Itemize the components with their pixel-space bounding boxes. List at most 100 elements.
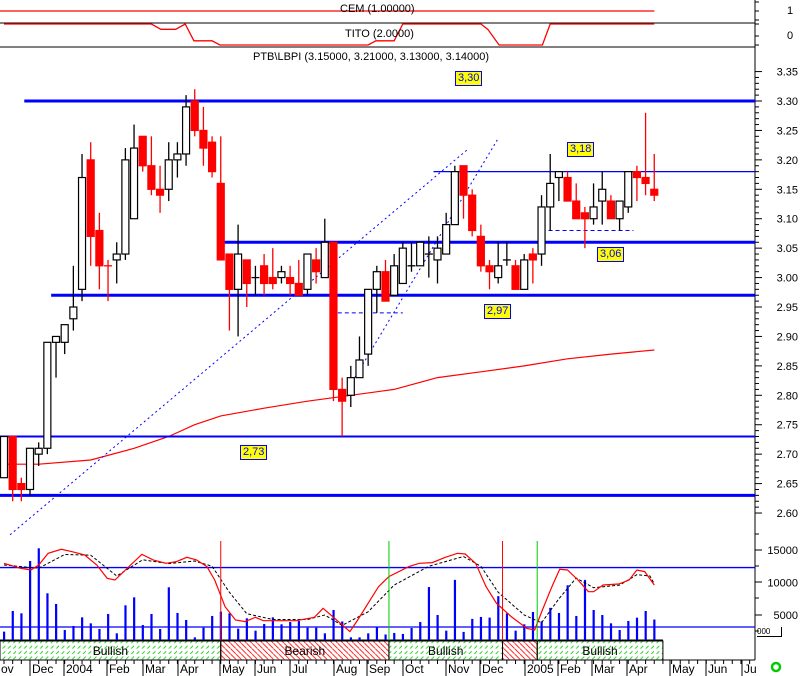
volume-bar xyxy=(55,603,58,640)
candle-body xyxy=(450,171,459,226)
volume-bar xyxy=(653,619,656,640)
volume-bar xyxy=(609,623,613,640)
price-tick-label: 2.60 xyxy=(777,508,798,520)
candle-body xyxy=(129,147,139,220)
volume-bar xyxy=(72,625,75,640)
candle xyxy=(77,153,87,302)
x-axis-label: Mar xyxy=(145,662,166,676)
price-title: PTB\LBPI (3.15000, 3.21000, 3.13000, 3.1… xyxy=(253,51,490,63)
candle xyxy=(641,112,650,196)
candle-body xyxy=(260,265,269,285)
price-tick-label: 2.75 xyxy=(777,420,798,432)
candle xyxy=(173,142,182,178)
volume-bar xyxy=(479,616,483,640)
volume-bar xyxy=(167,587,170,640)
volume-bar xyxy=(289,622,292,640)
candle xyxy=(381,259,390,302)
candle-body xyxy=(164,159,173,190)
volume-bar xyxy=(367,633,370,640)
x-axis-label: Feb xyxy=(109,662,130,676)
price-tick-label: 3.35 xyxy=(777,67,798,79)
candle xyxy=(624,171,633,213)
candle-body xyxy=(528,253,537,261)
x-axis-label: Dec xyxy=(482,662,503,676)
candle xyxy=(424,236,433,278)
trend-line xyxy=(341,139,498,400)
price-tick-label: 3.30 xyxy=(777,96,798,108)
candle-body xyxy=(242,259,251,285)
candle-body xyxy=(554,171,563,179)
candle-body xyxy=(589,206,598,220)
volume-bar xyxy=(540,621,543,640)
candle-body xyxy=(155,188,165,196)
volume-bar xyxy=(81,617,84,640)
candle xyxy=(181,95,191,166)
candle-body xyxy=(624,171,633,208)
candle-body xyxy=(598,188,607,202)
volume-bar xyxy=(445,630,448,640)
volume-tick-label: 10000 xyxy=(767,578,798,590)
volume-bar xyxy=(583,579,587,640)
volume-tick-label: 5000 xyxy=(774,610,798,622)
volume-bar xyxy=(427,587,431,640)
volume-bar xyxy=(271,617,274,640)
volume-bar xyxy=(280,624,283,640)
x-axis-label: 2005 xyxy=(527,662,554,676)
candle xyxy=(8,435,17,502)
candle-body xyxy=(43,341,52,449)
candle xyxy=(346,365,355,408)
candle-body xyxy=(286,276,295,285)
volume-bar xyxy=(453,579,457,640)
volume-bar xyxy=(644,610,647,640)
price-tick-label: 3.15 xyxy=(777,184,798,196)
candle xyxy=(398,242,407,285)
candle xyxy=(233,224,243,337)
price-tick-label: 3.05 xyxy=(777,243,798,255)
candle xyxy=(312,248,321,284)
volume-bar xyxy=(401,633,405,640)
candle xyxy=(580,206,589,249)
volume-signal-line xyxy=(3,553,655,626)
candle-body xyxy=(485,265,494,273)
volume-bar xyxy=(185,620,188,640)
candle xyxy=(563,171,572,202)
volume-bar xyxy=(159,628,162,640)
volume-bar xyxy=(141,625,144,640)
candle-body xyxy=(0,435,9,479)
candle-body xyxy=(338,388,347,402)
x-axis-label: May xyxy=(672,662,695,676)
candle xyxy=(60,324,69,355)
candle xyxy=(104,259,113,302)
candle xyxy=(51,335,61,378)
candle xyxy=(459,165,468,219)
sentiment-label: Bullish xyxy=(93,644,128,658)
candle-body xyxy=(138,135,147,167)
volume-bar xyxy=(29,560,32,640)
candle-body xyxy=(294,282,303,296)
candle-body xyxy=(225,253,234,290)
x-axis-label: Jul xyxy=(292,662,307,676)
volume-bar xyxy=(358,637,361,640)
candle xyxy=(112,242,121,284)
candle-body xyxy=(537,206,546,255)
candle-body xyxy=(572,200,581,220)
candle-body xyxy=(580,212,589,220)
volume-bar xyxy=(133,597,136,640)
candle xyxy=(34,442,43,466)
tito-title: TITO (2.0000) xyxy=(345,28,414,40)
candle-body xyxy=(190,100,199,132)
candle xyxy=(242,259,251,308)
candle-body xyxy=(606,200,616,220)
candle xyxy=(277,265,286,284)
x-axis-label: Apr xyxy=(629,662,648,676)
candle-body xyxy=(320,241,329,279)
volume-bar xyxy=(11,610,14,640)
volume-bar xyxy=(306,627,309,640)
candle xyxy=(320,218,329,279)
volume-oscillator-line xyxy=(3,548,655,633)
candle xyxy=(476,224,485,272)
candle-body xyxy=(632,171,642,179)
candle xyxy=(572,183,581,220)
candle xyxy=(251,265,260,296)
candle xyxy=(450,165,459,226)
